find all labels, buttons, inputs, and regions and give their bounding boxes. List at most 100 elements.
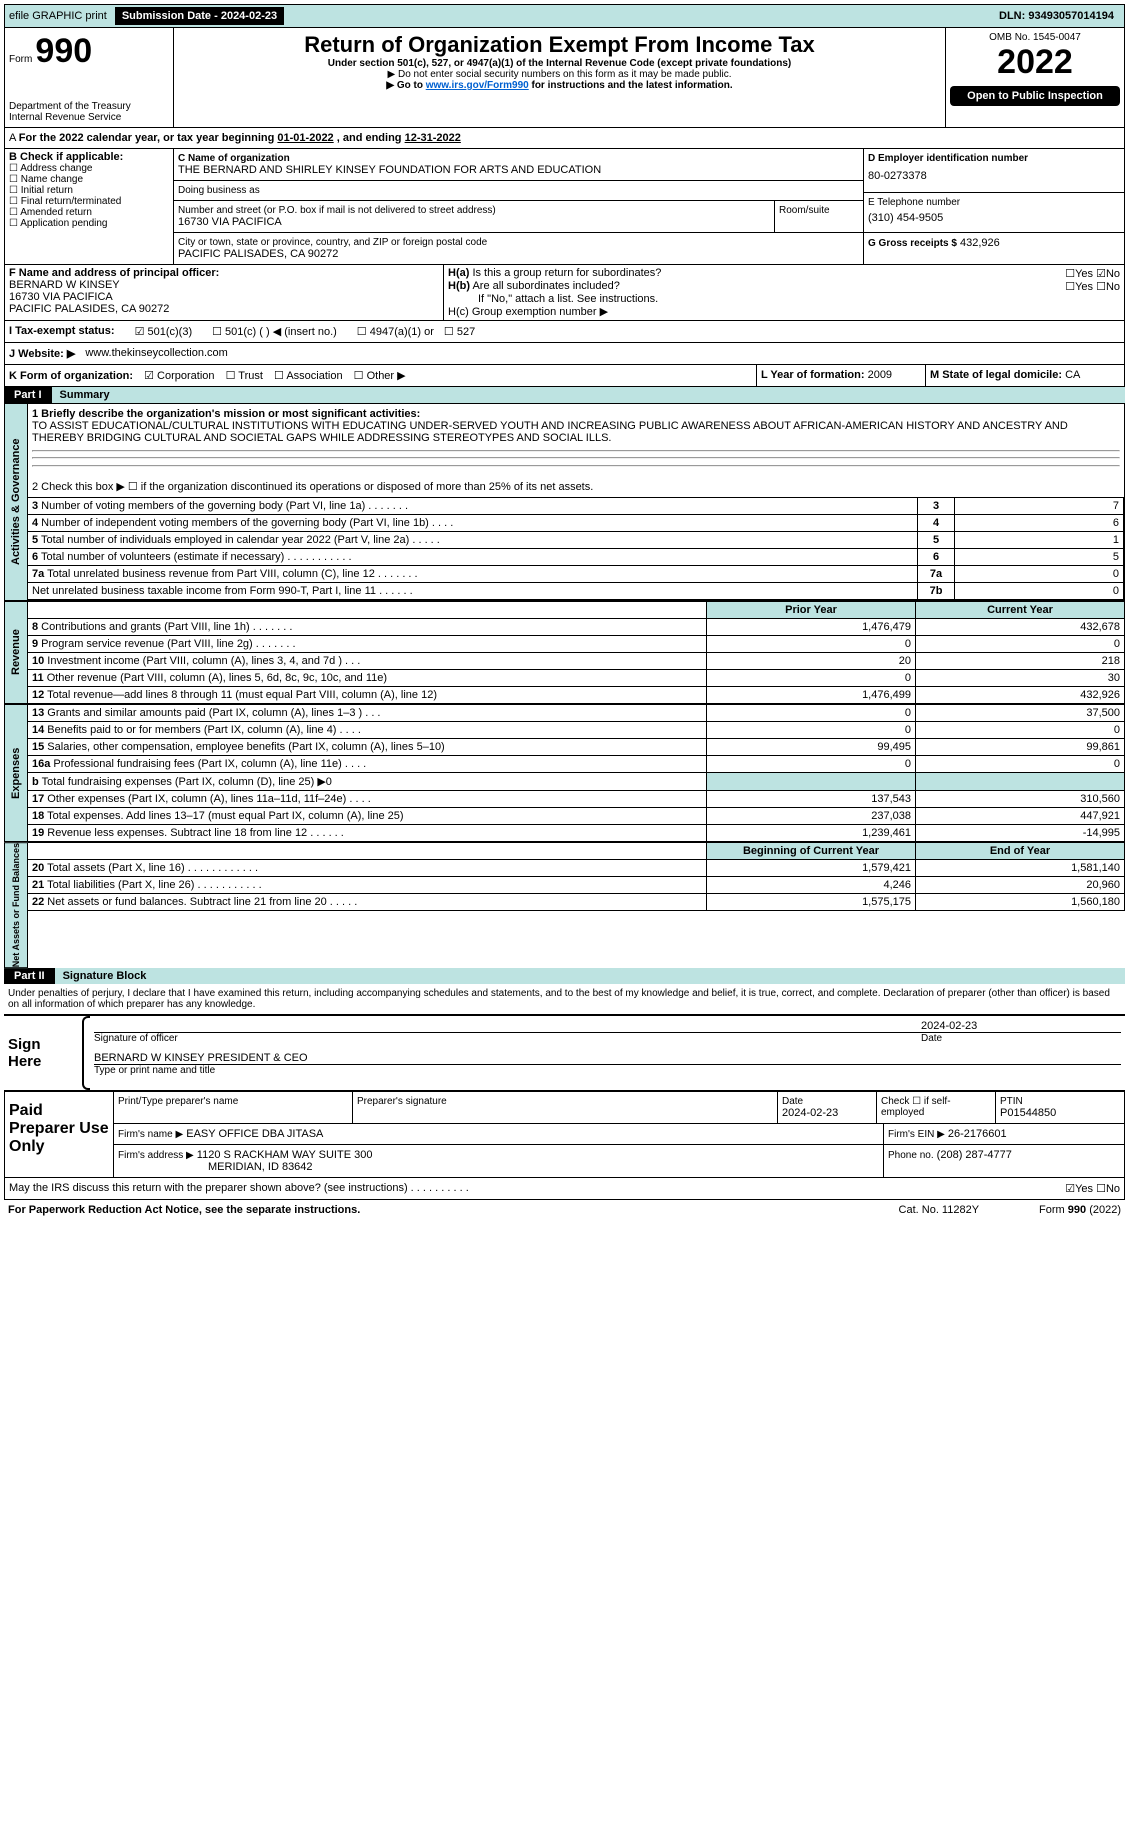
officer-name: BERNARD W KINSEY <box>9 279 439 291</box>
department-label: Department of the Treasury <box>9 101 169 112</box>
chk-501c[interactable]: ☐ 501(c) ( ) ◀ (insert no.) <box>212 325 337 338</box>
line-i-status: I Tax-exempt status: ☑ 501(c)(3) ☐ 501(c… <box>4 321 1125 343</box>
chk-application-pending[interactable]: ☐ Application pending <box>9 218 169 229</box>
gross-receipts-value: 432,926 <box>960 237 1000 249</box>
side-netassets: Net Assets or Fund Balances <box>4 842 28 968</box>
chk-address-change[interactable]: ☐ Address change <box>9 163 169 174</box>
paid-preparer-label: Paid Preparer Use Only <box>5 1092 114 1177</box>
preparer-date: 2024-02-23 <box>782 1107 872 1119</box>
preparer-name-label: Print/Type preparer's name <box>118 1096 348 1107</box>
tax-year: 2022 <box>950 43 1120 82</box>
city-value: PACIFIC PALISADES, CA 90272 <box>178 248 859 260</box>
hb-note: If "No," attach a list. See instructions… <box>448 293 1120 305</box>
sign-here-block: Sign Here 2024-02-23 Signature of office… <box>4 1016 1125 1090</box>
form-subtitle: Under section 501(c), 527, or 4947(a)(1)… <box>178 58 941 69</box>
form-header: Form 990 Department of the Treasury Inte… <box>4 28 1125 128</box>
chk-trust[interactable]: ☐ Trust <box>226 370 263 382</box>
org-name: THE BERNARD AND SHIRLEY KINSEY FOUNDATIO… <box>178 164 859 176</box>
form-number: 990 <box>35 32 92 70</box>
type-name-label: Type or print name and title <box>94 1065 1121 1076</box>
period-begin: 01-01-2022 <box>277 132 333 144</box>
note2-post: for instructions and the latest informat… <box>529 80 733 91</box>
box-g-label: G Gross receipts $ <box>868 238 957 249</box>
chk-4947[interactable]: ☐ 4947(a)(1) or <box>357 325 434 338</box>
note2-pre: ▶ Go to <box>386 80 425 91</box>
omb-label: OMB No. 1545-0047 <box>950 32 1120 43</box>
box-e-label: E Telephone number <box>868 197 1120 208</box>
chk-501c3[interactable]: ☑ 501(c)(3) <box>135 325 193 338</box>
dba-label: Doing business as <box>178 185 859 196</box>
part2-title: Signature Block <box>55 968 1125 984</box>
ptin-value: P01544850 <box>1000 1107 1120 1119</box>
chk-corporation[interactable]: ☑ Corporation <box>144 370 214 382</box>
side-governance: Activities & Governance <box>4 403 28 601</box>
form-footer: For Paperwork Reduction Act Notice, see … <box>4 1200 1125 1220</box>
q1-label: 1 Briefly describe the organization's mi… <box>32 408 1120 420</box>
website-value: www.thekinseycollection.com <box>85 347 227 360</box>
line-a-mid: , and ending <box>337 132 405 144</box>
chk-final-return[interactable]: ☐ Final return/terminated <box>9 196 169 207</box>
part1-bar: Part I Summary <box>4 387 1125 403</box>
phone-value: (310) 454-9505 <box>868 208 1120 228</box>
officer-addr1: 16730 VIA PACIFICA <box>9 291 439 303</box>
line-a-period: A For the 2022 calendar year, or tax yea… <box>4 128 1125 149</box>
declaration-text: Under penalties of perjury, I declare th… <box>4 984 1125 1014</box>
line-m-label: M State of legal domicile: <box>930 369 1062 381</box>
footer-right: Form 990 (2022) <box>1039 1204 1121 1216</box>
line-i-label: I Tax-exempt status: <box>9 325 115 338</box>
box-b-title: B Check if applicable: <box>9 151 169 163</box>
discuss-row: May the IRS discuss this return with the… <box>4 1178 1125 1200</box>
chk-association[interactable]: ☐ Association <box>274 370 343 382</box>
officer-name-value: BERNARD W KINSEY PRESIDENT & CEO <box>94 1052 1121 1065</box>
box-c-name-label: C Name of organization <box>178 153 859 164</box>
preparer-date-label: Date <box>782 1096 872 1107</box>
chk-initial-return[interactable]: ☐ Initial return <box>9 185 169 196</box>
form-note-ssn: ▶ Do not enter social security numbers o… <box>178 69 941 80</box>
netassets-block: Net Assets or Fund Balances Beginning of… <box>4 842 1125 968</box>
firm-addr1: 1120 S RACKHAM WAY SUITE 300 <box>197 1149 373 1161</box>
governance-block: Activities & Governance 1 Briefly descri… <box>4 403 1125 601</box>
open-public-badge: Open to Public Inspection <box>950 86 1120 106</box>
state-domicile: CA <box>1065 369 1080 381</box>
chk-other[interactable]: ☐ Other ▶ <box>354 370 406 382</box>
dln-label: DLN: 93493057014194 <box>993 8 1120 24</box>
submission-date-button[interactable]: Submission Date - 2024-02-23 <box>115 7 284 25</box>
self-employed-chk[interactable]: Check ☐ if self-employed <box>877 1092 996 1123</box>
line-l-label: L Year of formation: <box>761 369 865 381</box>
footer-mid: Cat. No. 11282Y <box>899 1204 980 1216</box>
netassets-table: Beginning of Current YearEnd of Year 20 … <box>28 842 1125 911</box>
firm-addr-label: Firm's address ▶ <box>118 1150 194 1161</box>
sign-here-label: Sign Here <box>4 1016 82 1090</box>
date-label: Date <box>921 1033 1121 1044</box>
expenses-block: Expenses 13 Grants and similar amounts p… <box>4 704 1125 842</box>
line-j-website: J Website: ▶ www.thekinseycollection.com <box>4 343 1125 365</box>
ein-value: 80-0273378 <box>868 164 1120 188</box>
hdr-prior: Prior Year <box>707 602 916 619</box>
firm-addr2: MERIDIAN, ID 83642 <box>118 1161 313 1173</box>
firm-name: EASY OFFICE DBA JITASA <box>186 1128 323 1140</box>
paid-preparer-block: Paid Preparer Use Only Print/Type prepar… <box>4 1092 1125 1178</box>
preparer-sig-label: Preparer's signature <box>357 1096 773 1107</box>
line-a-pre: For the 2022 calendar year, or tax year … <box>19 132 278 144</box>
officer-addr2: PACIFIC PALASIDES, CA 90272 <box>9 303 439 315</box>
hb-answer[interactable]: ☐Yes ☐No <box>1065 280 1120 293</box>
chk-amended-return[interactable]: ☐ Amended return <box>9 207 169 218</box>
ha-answer[interactable]: ☐Yes ☑No <box>1065 267 1120 280</box>
chk-name-change[interactable]: ☐ Name change <box>9 174 169 185</box>
box-f-label: F Name and address of principal officer: <box>9 267 439 279</box>
chk-527[interactable]: ☐ 527 <box>444 325 475 338</box>
form-title: Return of Organization Exempt From Incom… <box>178 32 941 58</box>
discuss-answer[interactable]: ☑Yes ☐No <box>1065 1182 1120 1195</box>
irs-label: Internal Revenue Service <box>9 112 169 123</box>
side-revenue: Revenue <box>4 601 28 704</box>
entity-block: B Check if applicable: ☐ Address change … <box>4 149 1125 265</box>
revenue-table: Prior YearCurrent Year 8 Contributions a… <box>28 601 1125 704</box>
firm-phone: (208) 287-4777 <box>937 1149 1012 1161</box>
sig-date: 2024-02-23 <box>921 1020 1121 1032</box>
revenue-block: Revenue Prior YearCurrent Year 8 Contrib… <box>4 601 1125 704</box>
part1-label: Part I <box>4 387 52 403</box>
q2-text: 2 Check this box ▶ ☐ if the organization… <box>28 476 1124 497</box>
irs-link[interactable]: www.irs.gov/Form990 <box>426 80 529 91</box>
line-k-row: K Form of organization: ☑ Corporation ☐ … <box>4 365 1125 387</box>
part1-title: Summary <box>52 387 1125 403</box>
